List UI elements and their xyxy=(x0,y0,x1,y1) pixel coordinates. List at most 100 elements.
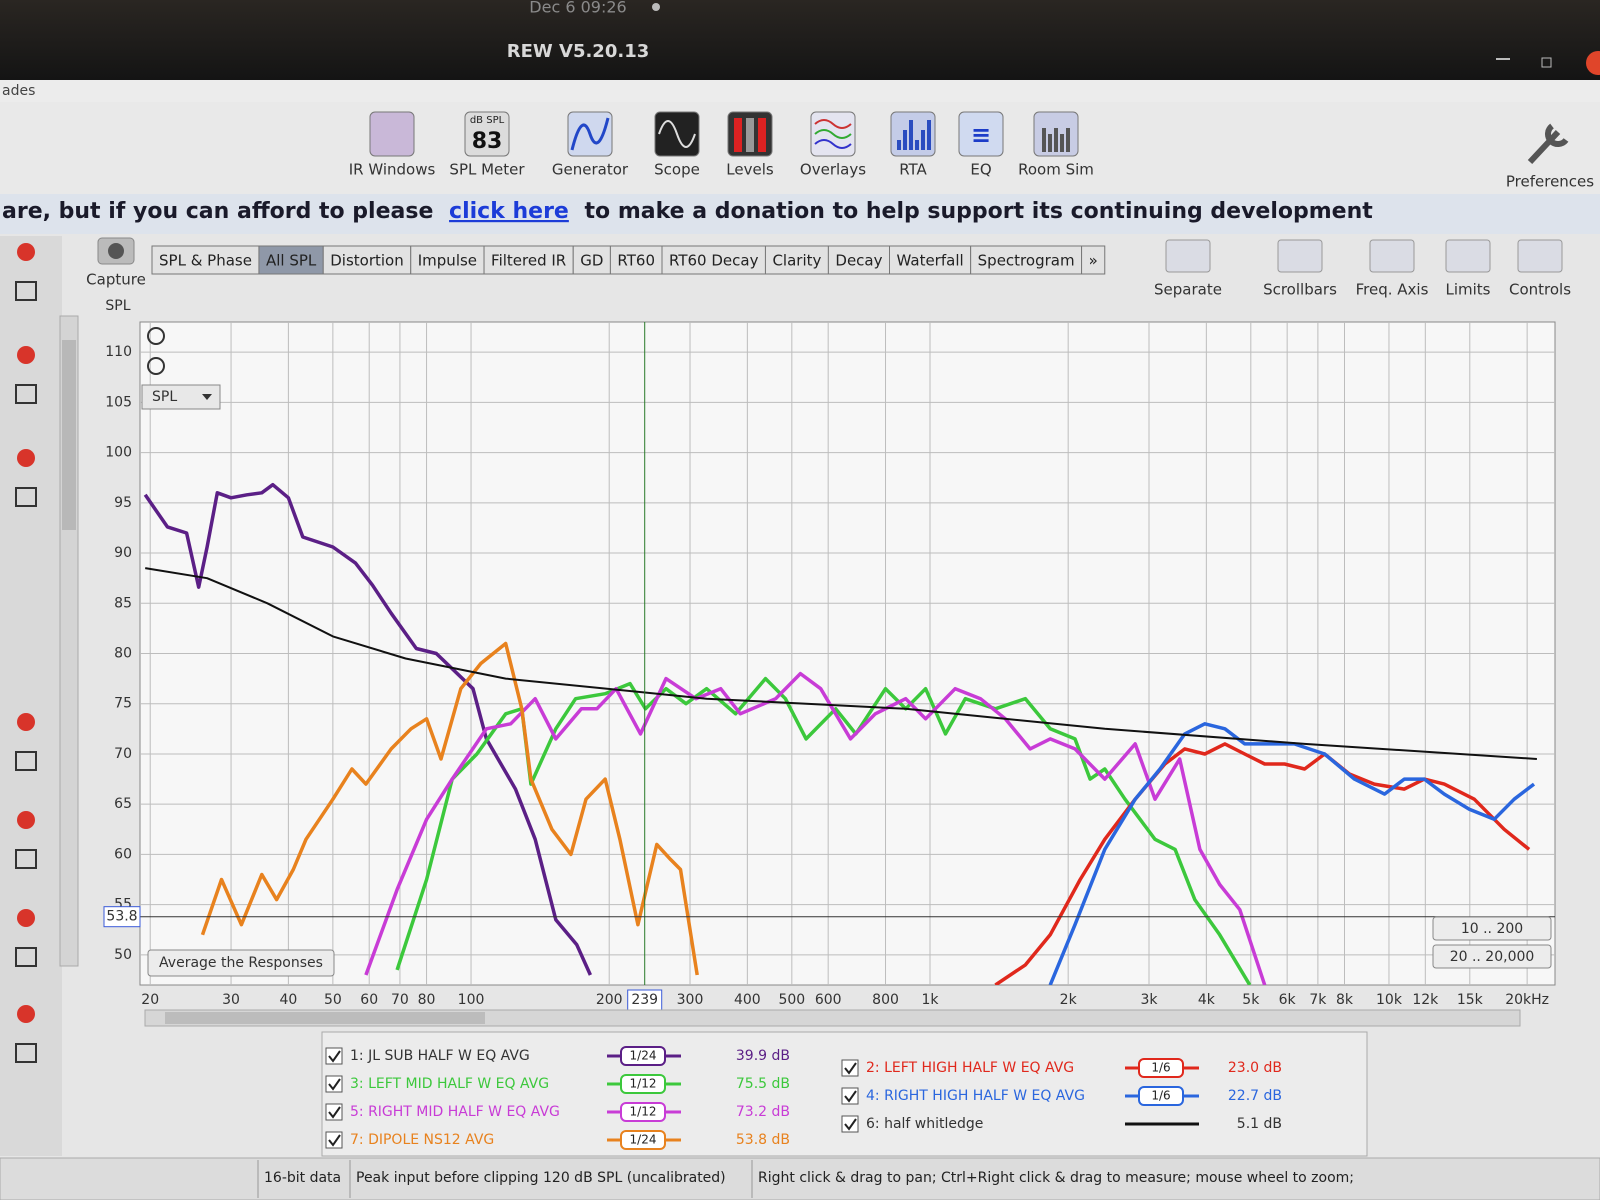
range-button[interactable] xyxy=(1432,916,1552,941)
minimize-button[interactable] xyxy=(1496,58,1510,60)
tab-label[interactable]: SPL & Phase xyxy=(159,252,252,270)
legend-smoothing[interactable]: 1/24 xyxy=(630,1049,657,1063)
tab[interactable] xyxy=(483,245,574,275)
legend-smoothing[interactable]: 1/12 xyxy=(630,1105,657,1119)
tab[interactable] xyxy=(764,245,829,275)
measurement-icon[interactable] xyxy=(15,947,37,967)
tab-label[interactable]: Filtered IR xyxy=(491,252,566,270)
h-scroll-thumb[interactable] xyxy=(165,1012,485,1024)
toolbar-icon[interactable] xyxy=(1527,123,1569,165)
toolbar-label[interactable]: RTA xyxy=(899,161,927,179)
tab-label[interactable]: RT60 Decay xyxy=(669,252,759,270)
toolbar-label[interactable]: Scope xyxy=(654,161,700,179)
tab[interactable] xyxy=(1081,245,1106,275)
range-button-label[interactable]: 10 .. 200 xyxy=(1461,921,1523,937)
average-button[interactable] xyxy=(147,949,335,977)
remove-measurement[interactable] xyxy=(17,713,35,731)
tab-label[interactable]: Distortion xyxy=(330,252,404,270)
legend-name[interactable]: 6: half whitledge xyxy=(866,1116,983,1132)
legend-name[interactable]: 4: RIGHT HIGH HALF W EQ AVG xyxy=(866,1088,1085,1104)
toolbar-icon[interactable] xyxy=(464,111,510,157)
tab[interactable] xyxy=(151,245,260,275)
measurement-icon[interactable] xyxy=(15,384,37,404)
legend-smoothing-box[interactable] xyxy=(620,1102,666,1122)
zoom-out[interactable] xyxy=(147,357,165,375)
legend-smoothing-box[interactable] xyxy=(1138,1058,1184,1078)
legend-name[interactable]: 3: LEFT MID HALF W EQ AVG xyxy=(350,1076,549,1092)
measurement-icon[interactable] xyxy=(15,751,37,771)
remove-measurement[interactable] xyxy=(17,811,35,829)
remove-measurement[interactable] xyxy=(17,346,35,364)
remove-measurement[interactable] xyxy=(17,243,35,261)
legend-smoothing-box[interactable] xyxy=(620,1046,666,1066)
close-button[interactable] xyxy=(1586,51,1600,75)
tab[interactable] xyxy=(609,245,663,275)
tab[interactable] xyxy=(889,245,972,275)
graph-tool-icon[interactable] xyxy=(1517,239,1563,273)
tab[interactable] xyxy=(322,245,412,275)
tab[interactable] xyxy=(572,245,611,275)
measurement-icon[interactable] xyxy=(15,281,37,301)
tab-label[interactable]: » xyxy=(1089,252,1098,270)
measurement-icon[interactable] xyxy=(15,849,37,869)
graph-tool-label[interactable]: Scrollbars xyxy=(1263,281,1337,299)
tab-label[interactable]: Clarity xyxy=(772,252,821,270)
toolbar-label[interactable]: Preferences xyxy=(1506,173,1594,191)
average-button-label[interactable]: Average the Responses xyxy=(159,955,323,971)
graph-tool-label[interactable]: Limits xyxy=(1446,281,1491,299)
legend-checkbox[interactable] xyxy=(841,1087,859,1105)
tab[interactable] xyxy=(661,245,766,275)
graph-tool-icon[interactable] xyxy=(1369,239,1415,273)
legend-smoothing-box[interactable] xyxy=(1138,1086,1184,1106)
legend-checkbox[interactable] xyxy=(325,1047,343,1065)
legend-name[interactable]: 1: JL SUB HALF W EQ AVG xyxy=(350,1048,530,1064)
zoom-in[interactable] xyxy=(147,327,165,345)
toolbar-label[interactable]: IR Windows xyxy=(349,161,436,179)
range-button[interactable] xyxy=(1432,944,1552,969)
graph-tool-icon[interactable] xyxy=(1445,239,1491,273)
toolbar-icon[interactable] xyxy=(958,111,1004,157)
legend-name[interactable]: 2: LEFT HIGH HALF W EQ AVG xyxy=(866,1060,1074,1076)
scroll-thumb[interactable] xyxy=(62,340,76,530)
toolbar-label[interactable]: Levels xyxy=(726,161,774,179)
graph-tool-label[interactable]: Separate xyxy=(1154,281,1222,299)
legend-checkbox[interactable] xyxy=(325,1075,343,1093)
tab-label[interactable]: GD xyxy=(580,252,603,270)
legend-checkbox[interactable] xyxy=(325,1103,343,1121)
toolbar-label[interactable]: Generator xyxy=(552,161,629,179)
graph-tool-icon[interactable] xyxy=(1165,239,1211,273)
graph-tool-label[interactable]: Controls xyxy=(1509,281,1571,299)
legend-smoothing[interactable]: 1/6 xyxy=(1151,1061,1170,1075)
legend-smoothing[interactable]: 1/24 xyxy=(630,1133,657,1147)
tab-label[interactable]: Spectrogram xyxy=(978,252,1075,270)
maximize-button[interactable] xyxy=(1541,57,1552,68)
menu-fragment[interactable]: ades xyxy=(2,83,35,99)
measurement-icon[interactable] xyxy=(15,1043,37,1063)
legend-smoothing[interactable]: 1/12 xyxy=(630,1077,657,1091)
toolbar-icon[interactable] xyxy=(369,111,415,157)
graph-tool-label[interactable]: Freq. Axis xyxy=(1356,281,1429,299)
tab-label[interactable]: Impulse xyxy=(418,252,477,270)
toolbar-label[interactable]: SPL Meter xyxy=(449,161,525,179)
tab[interactable] xyxy=(970,245,1083,275)
remove-measurement[interactable] xyxy=(17,1005,35,1023)
legend-checkbox[interactable] xyxy=(325,1131,343,1149)
toolbar-label[interactable]: Overlays xyxy=(800,161,866,179)
tab-label[interactable]: RT60 xyxy=(617,252,655,270)
graph-tool-icon[interactable] xyxy=(1277,239,1323,273)
toolbar-label[interactable]: EQ xyxy=(970,161,991,179)
banner-link[interactable]: click here xyxy=(449,199,569,224)
measurement-icon[interactable] xyxy=(15,487,37,507)
legend-name[interactable]: 5: RIGHT MID HALF W EQ AVG xyxy=(350,1104,560,1120)
trace-dropdown-label[interactable]: SPL xyxy=(152,389,177,405)
remove-measurement[interactable] xyxy=(17,449,35,467)
range-button-label[interactable]: 20 .. 20,000 xyxy=(1450,949,1535,965)
legend-smoothing-box[interactable] xyxy=(620,1130,666,1150)
tab-label[interactable]: All SPL xyxy=(266,252,317,270)
toolbar-label[interactable]: Room Sim xyxy=(1018,161,1094,179)
horizontal-scrollbar[interactable] xyxy=(144,1009,1521,1027)
legend-checkbox[interactable] xyxy=(841,1059,859,1077)
capture-label[interactable]: Capture xyxy=(86,271,146,289)
legend-smoothing-box[interactable] xyxy=(620,1074,666,1094)
tab-label[interactable]: Waterfall xyxy=(897,252,964,270)
